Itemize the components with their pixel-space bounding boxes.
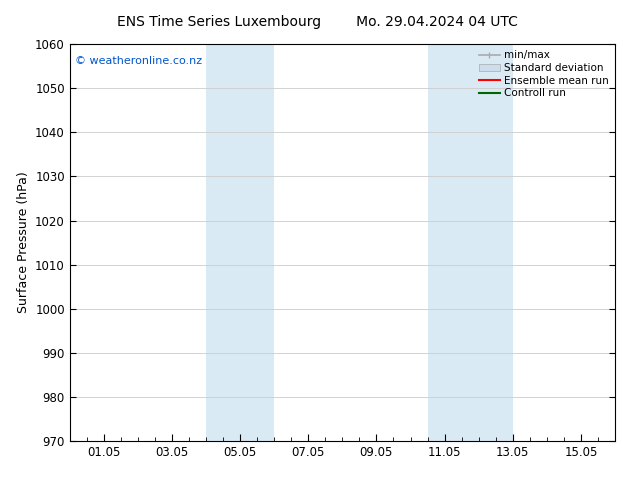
Y-axis label: Surface Pressure (hPa): Surface Pressure (hPa) <box>16 172 30 314</box>
Legend: min/max, Standard deviation, Ensemble mean run, Controll run: min/max, Standard deviation, Ensemble me… <box>475 46 613 102</box>
Bar <box>427 44 513 441</box>
Text: ENS Time Series Luxembourg        Mo. 29.04.2024 04 UTC: ENS Time Series Luxembourg Mo. 29.04.202… <box>117 15 517 29</box>
Text: © weatheronline.co.nz: © weatheronline.co.nz <box>75 56 202 66</box>
Bar <box>206 44 275 441</box>
